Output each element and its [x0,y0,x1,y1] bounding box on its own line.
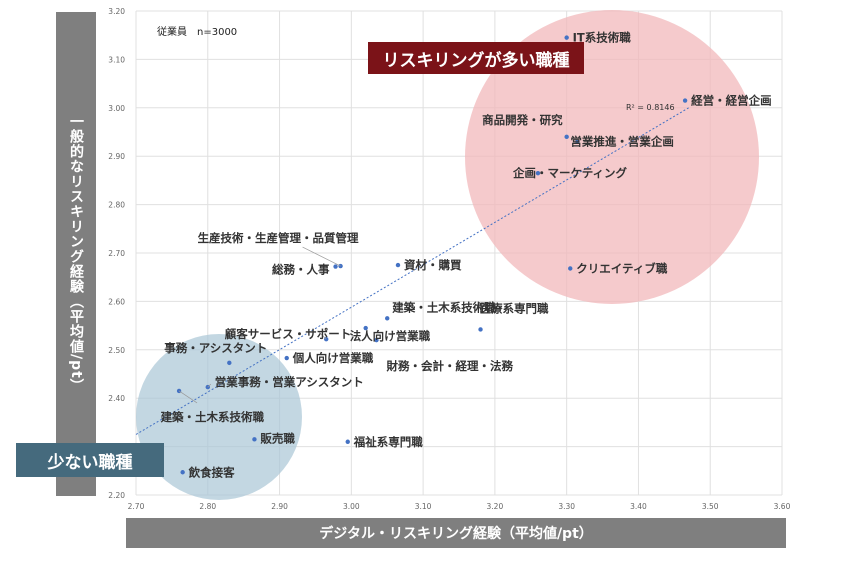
y-tick-label: 2.70 [108,249,125,258]
point-label: 販売職 [260,431,295,445]
x-tick-label: 2.70 [128,502,145,511]
point-label: 営業事務・営業アシスタント [215,375,364,389]
x-tick-label: 3.60 [774,502,791,511]
highlight-circles [136,10,759,500]
leader-line [178,390,198,404]
point-label: 飲食接客 [188,465,235,479]
x-tick-label: 3.40 [630,502,647,511]
point-label: 法人向け営業職 [350,329,431,343]
x-tick-label: 3.10 [415,502,432,511]
y-tick-label: 2.80 [108,201,125,210]
point-label: 経営・経営企画 [691,94,772,108]
point-label: 総務・人事 [272,263,330,277]
x-tick-label: 3.30 [558,502,575,511]
point-labels: IT系技術職経営・経営企画商品開発・研究営業推進・営業企画企画・マーケティングク… [161,31,772,480]
data-point [333,264,338,269]
data-point [478,327,483,332]
point-label: 財務・会計・経理・法務 [385,359,513,373]
point-label: 事務・アシスタント [164,341,267,355]
tick-labels: 2.70 2.80 2.90 3.00 3.10 3.20 3.30 3.40 3.50 3.60… [108,7,790,511]
data-point [345,439,350,444]
y-tick-label: 2.40 [108,394,125,403]
y-tick-label: 2.90 [108,152,125,161]
data-point [575,139,580,144]
data-point [568,266,573,271]
data-point [535,170,541,176]
trendline [135,107,689,435]
y-tick-label: 3.10 [108,55,125,64]
point-label: 建築・土木系技術職 [392,300,496,314]
leader-line [317,330,327,340]
y-tick-label: 2.50 [108,346,125,355]
point-label: 商品開発・研究 [482,113,563,127]
data-point [564,35,569,40]
point-label: 個人向け営業職 [292,351,374,365]
point-label: 福祉系専門職 [353,435,423,449]
x-tick-label: 2.90 [271,502,288,511]
point-label: 資材・購買 [404,258,462,272]
x-axis-title: デジタル・リスキリング経験（平均値/pt） [126,518,786,548]
point-label: 医療系専門職 [480,301,549,315]
high-reskilling-circle [465,10,759,304]
point-label: 営業推進・営業企画 [570,135,674,149]
x-tick-label: 2.80 [199,502,216,511]
r2-label: R² = 0.8146 [626,103,675,112]
leader-line [302,246,341,267]
data-point [682,98,688,103]
high-reskilling-label: リスキリングが多い職種 [368,42,584,74]
point-label: クリエイティブ職 [576,261,668,275]
y-tick-label: 2.20 [108,491,125,500]
low-reskilling-circle [136,334,302,500]
data-point [374,337,379,343]
point-label: IT系技術職 [573,31,632,45]
y-tick-label: 3.20 [108,7,125,16]
x-tick-label: 3.00 [343,502,360,511]
leader-line [207,383,212,388]
y-axis-label: 一般的なリスキリング経験（平均値/pt） [68,114,84,394]
point-label: 生産技術・生産管理・品質管理 [198,231,359,245]
trendline-group [135,107,689,435]
data-point [395,262,401,268]
low-reskilling-label: 少ない職種 [16,443,164,477]
point-label: 建築・土木系技術職 [161,410,265,424]
y-tick-label: 2.60 [108,297,125,306]
data-point [363,325,368,331]
x-tick-label: 3.20 [487,502,504,511]
data-point [227,360,232,366]
point-label: 顧客サービス・サポート [225,327,352,341]
y-tick-label: 3.00 [108,104,125,113]
data-point [564,134,569,140]
point-label: 企画・マーケティング [512,166,628,180]
data-point [180,470,185,475]
x-tick-label: 3.50 [702,502,719,511]
data-point [252,437,257,442]
data-points [176,35,688,475]
y-axis-title: 一般的なリスキリング経験（平均値/pt） [56,12,96,496]
data-point [385,316,390,321]
data-point [284,355,289,361]
sample-note: 従業員 n=3000 [157,25,237,38]
